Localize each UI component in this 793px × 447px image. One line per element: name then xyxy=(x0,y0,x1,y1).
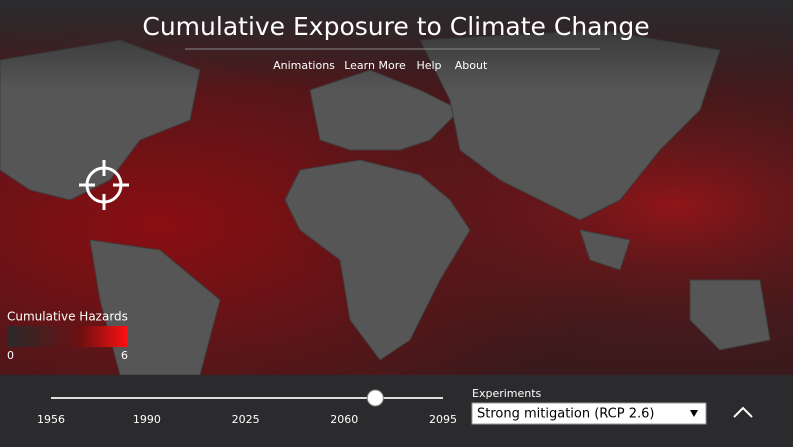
slider-thumb[interactable] xyxy=(366,389,384,407)
slider-tick-label: 2025 xyxy=(232,413,260,426)
locate-button[interactable] xyxy=(79,160,129,210)
selected-option: Strong mitigation (RCP 2.6) xyxy=(477,407,654,422)
nav-link[interactable]: Help xyxy=(416,59,441,72)
slider: 1956 1990 2025 2060 2095 xyxy=(37,389,457,426)
legend-title: Cumulative Hazards xyxy=(7,310,128,324)
legend-bar xyxy=(7,326,128,347)
slider-tick-label: 1990 xyxy=(133,413,161,426)
experiments-select[interactable]: Strong mitigation (RCP 2.6) xyxy=(471,402,707,425)
legend-max: 6 xyxy=(121,349,128,362)
slider-tick-label: 1956 xyxy=(37,413,65,426)
dropdown-arrow xyxy=(690,410,698,417)
title: Cumulative Exposure to Climate Change xyxy=(142,12,649,41)
legend-min: 0 xyxy=(7,349,14,362)
map[interactable] xyxy=(0,0,793,376)
collapse-button[interactable] xyxy=(733,406,753,418)
nav-link[interactable]: Learn More xyxy=(344,59,406,72)
nav-link[interactable]: Animations xyxy=(273,59,335,72)
slider-tick-label: 2060 xyxy=(330,413,358,426)
experiments-label: Experiments xyxy=(472,387,542,400)
nav-link[interactable]: About xyxy=(455,59,488,72)
nav: Animations Learn More Help About xyxy=(273,59,488,72)
slider-tick-label: 2095 xyxy=(429,413,457,426)
